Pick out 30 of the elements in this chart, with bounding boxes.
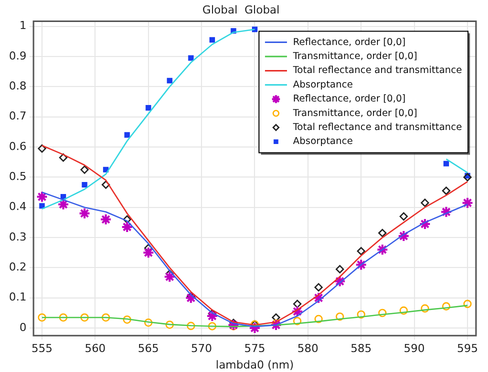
x-tick-label: 595: [456, 342, 478, 356]
chart-title: Global Global: [202, 3, 280, 16]
legend-label: Transmittance, order [0,0]: [292, 108, 418, 119]
x-tick-label: 575: [244, 342, 266, 356]
legend-label: Absorptance: [292, 79, 353, 90]
y-tick-label: 0.2: [8, 260, 26, 274]
x-tick-label: 555: [32, 342, 53, 356]
y-tick-label: 0.9: [8, 49, 26, 62]
y-tick-label: 0.6: [8, 140, 26, 153]
x-tick-label: 580: [297, 342, 318, 356]
x-tick-label: 590: [404, 342, 425, 356]
y-tick-label: 1: [19, 19, 26, 32]
y-tick-label: 0.8: [8, 80, 26, 93]
x-tick-label: 565: [138, 342, 159, 356]
legend-label: Absorptance: [292, 136, 353, 148]
legend-label: Transmittance, order [0,0]: [292, 50, 418, 62]
y-tick-label: 0.5: [8, 170, 26, 184]
legend-label: Reflectance, order [0,0]: [292, 94, 406, 105]
y-tick-label: 0.7: [8, 110, 26, 123]
y-tick-label: 0.4: [8, 200, 26, 214]
y-tick-label: 0.3: [8, 230, 26, 244]
x-tick-label: 570: [191, 342, 212, 356]
legend-label: Total reflectance and transmittance: [292, 65, 462, 76]
x-tick-label: 585: [350, 342, 372, 356]
y-tick-label: 0.1: [8, 290, 26, 304]
x-tick-label: 560: [84, 342, 106, 356]
legend-label: Reflectance, order [0,0]: [292, 36, 406, 48]
y-tick-label: 0: [19, 320, 26, 334]
legend-label: Total reflectance and transmittance: [292, 122, 462, 133]
x-axis-title: lambda0 (nm): [216, 358, 294, 372]
